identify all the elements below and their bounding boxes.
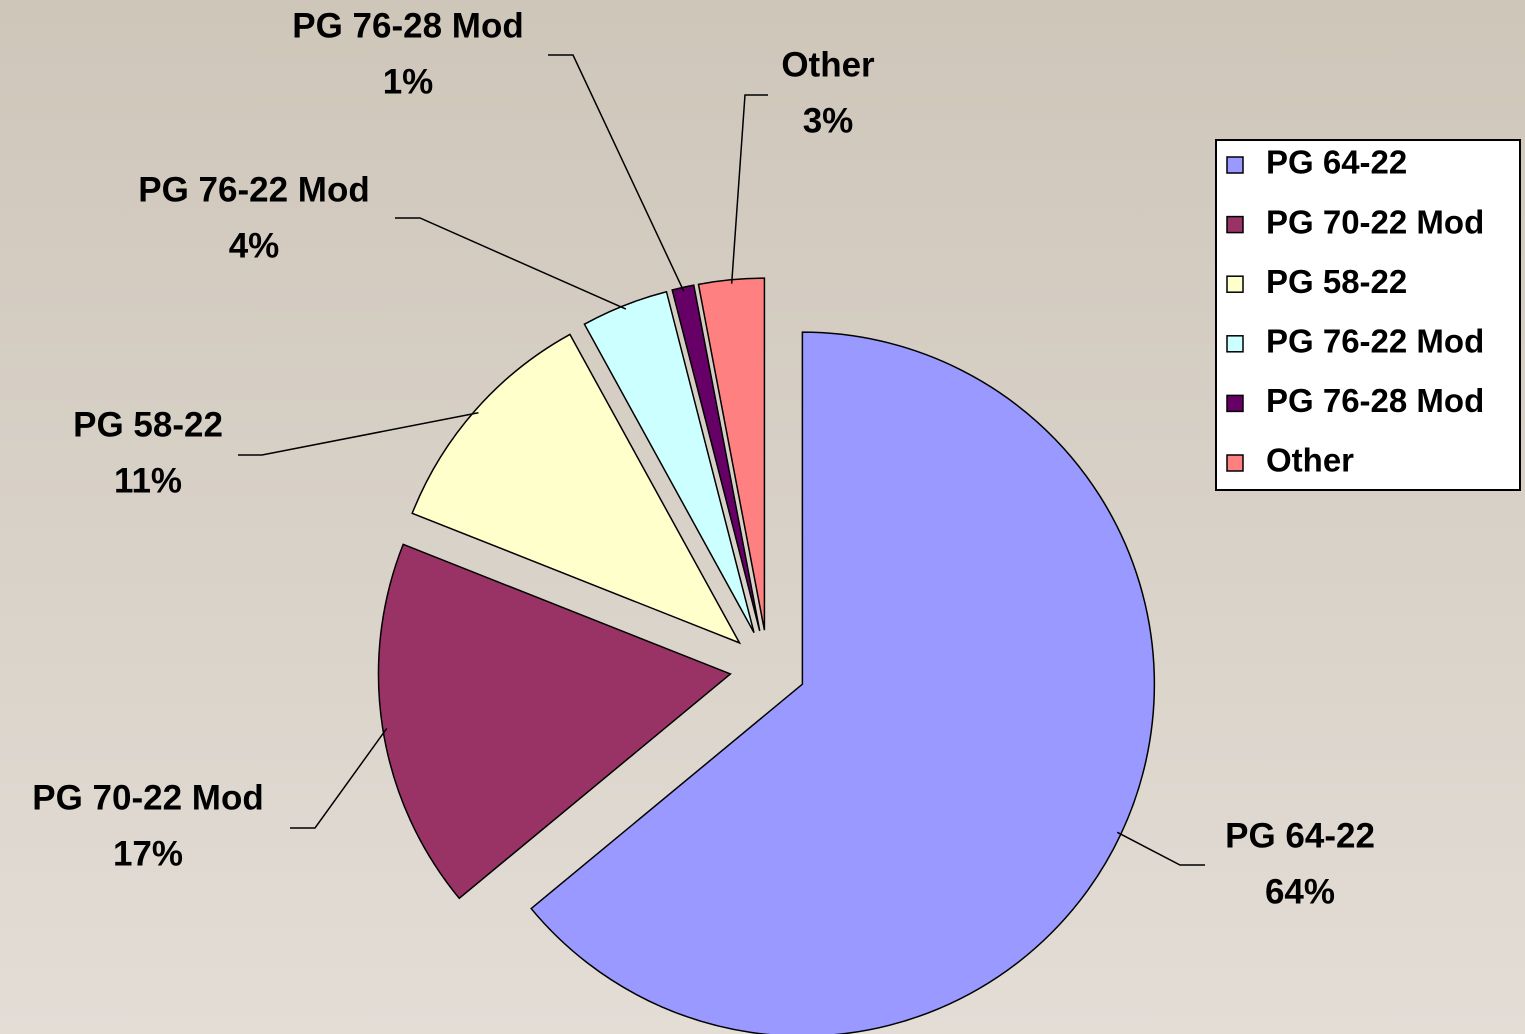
data-label-name: PG 76-22 Mod	[138, 170, 369, 209]
data-label: 3%	[803, 101, 854, 140]
legend-label: PG 58-22	[1266, 263, 1407, 300]
legend-swatch	[1227, 217, 1243, 233]
data-label-name: PG 64-22	[1225, 816, 1375, 855]
data-label: 4%	[229, 226, 280, 265]
legend-label: PG 70-22 Mod	[1266, 203, 1484, 240]
legend-swatch	[1227, 336, 1243, 352]
legend-label: PG 76-28 Mod	[1266, 382, 1484, 419]
data-label: 1%	[383, 62, 434, 101]
data-label-name: PG 58-22	[73, 405, 223, 444]
data-label: 11%	[114, 461, 182, 500]
legend-swatch	[1227, 455, 1243, 471]
legend-label: PG 64-22	[1266, 144, 1407, 181]
data-label-name: PG 76-28 Mod	[292, 6, 523, 45]
legend-label: PG 76-22 Mod	[1266, 323, 1484, 360]
legend-swatch	[1227, 157, 1243, 173]
legend-swatch	[1227, 395, 1243, 411]
legend-box	[1216, 140, 1520, 490]
chart: PG 64-22 64% PG 64-22 PG 70-22 Mod 17% PG 70-…	[0, 0, 1525, 1034]
data-label: 17%	[113, 834, 183, 873]
data-label-name: Other	[781, 45, 875, 84]
legend-label: Other	[1266, 442, 1354, 479]
data-label-name: PG 70-22 Mod	[32, 778, 263, 817]
legend-swatch	[1227, 276, 1243, 292]
data-label: 64%	[1265, 872, 1335, 911]
